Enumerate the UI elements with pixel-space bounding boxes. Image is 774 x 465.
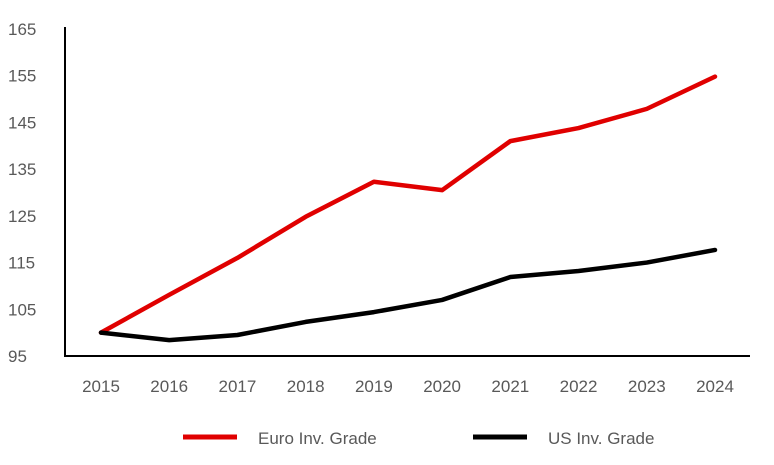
y-tick-label: 115	[8, 254, 35, 273]
y-tick-label: 105	[8, 300, 36, 319]
x-tick-label: 2017	[219, 377, 257, 396]
x-tick-label: 2023	[628, 377, 666, 396]
x-tick-label: 2016	[150, 377, 188, 396]
x-tick-label: 2020	[423, 377, 461, 396]
y-tick-label: 135	[8, 160, 36, 179]
x-tick-label: 2015	[82, 377, 120, 396]
y-tick-label: 145	[8, 113, 36, 132]
series-line-euro	[98, 74, 718, 335]
x-tick-label: 2024	[696, 377, 734, 396]
legend: Euro Inv. Grade US Inv. Grade	[183, 429, 654, 448]
x-tick-label: 2021	[491, 377, 529, 396]
y-tick-label: 95	[8, 347, 27, 366]
x-tick-label: 2018	[287, 377, 325, 396]
legend-label-us: US Inv. Grade	[548, 429, 654, 448]
series-line-us	[98, 247, 718, 343]
x-tick-label: 2022	[560, 377, 598, 396]
y-tick-label: 125	[8, 207, 36, 226]
y-tick-label: 165	[8, 20, 36, 39]
y-tick-label: 155	[8, 67, 36, 86]
x-tick-label: 2019	[355, 377, 393, 396]
legend-label-euro: Euro Inv. Grade	[258, 429, 377, 448]
